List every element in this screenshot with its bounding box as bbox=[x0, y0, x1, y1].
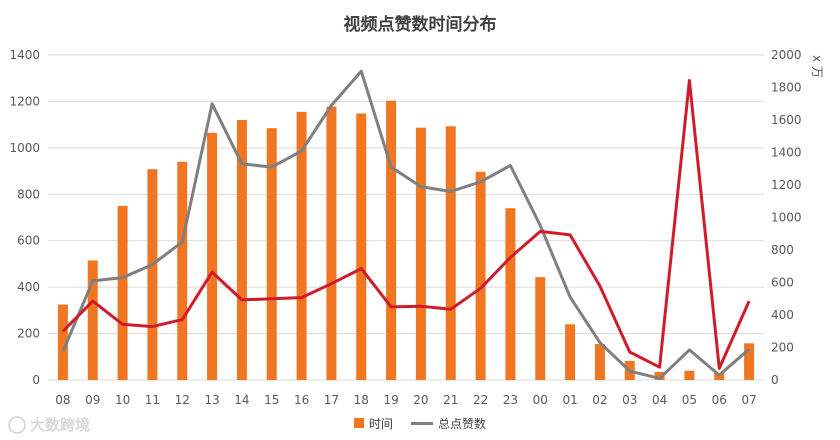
line-total-likes bbox=[61, 69, 751, 380]
bar bbox=[147, 169, 158, 380]
right-tick-label: 1000 bbox=[771, 211, 802, 225]
left-tick-label: 200 bbox=[17, 327, 40, 341]
legend-label-likes: 总点赞数 bbox=[438, 416, 487, 431]
right-tick-label: 1600 bbox=[771, 113, 802, 127]
legend-swatch-bar bbox=[354, 418, 364, 428]
bar bbox=[57, 304, 68, 380]
bar bbox=[684, 370, 695, 380]
watermark-text: 大数跨境 bbox=[30, 416, 91, 434]
right-tick-label: 1800 bbox=[771, 81, 802, 95]
x-tick-label: 18 bbox=[354, 393, 369, 407]
x-tick-label: 14 bbox=[234, 393, 249, 407]
bar bbox=[207, 132, 218, 380]
bar bbox=[236, 120, 247, 380]
x-tick-label: 09 bbox=[85, 393, 100, 407]
x-tick-label: 13 bbox=[204, 393, 219, 407]
x-tick-label: 08 bbox=[55, 393, 70, 407]
right-axis-unit: x 万 bbox=[809, 55, 824, 78]
bar bbox=[266, 128, 277, 380]
bar bbox=[415, 127, 426, 381]
x-axis-ticks: 08 09 10 11 12 13 14 15 16 17 18 19 20 21 22 23 00 01 02 03… bbox=[55, 393, 756, 407]
line-red-series bbox=[61, 79, 751, 370]
x-tick-label: 21 bbox=[443, 393, 458, 407]
bar bbox=[356, 113, 367, 380]
x-tick-label: 16 bbox=[294, 393, 309, 407]
bar bbox=[296, 111, 307, 380]
x-tick-label: 12 bbox=[175, 393, 190, 407]
bar bbox=[505, 208, 516, 380]
left-axis-ticks: 0 200 400 600 800 1000 1200 1400 bbox=[9, 48, 40, 387]
right-tick-label: 1200 bbox=[771, 178, 802, 192]
bar bbox=[654, 371, 665, 380]
x-tick-label: 06 bbox=[712, 393, 727, 407]
legend: 时间 总点赞数 bbox=[354, 414, 486, 432]
bar bbox=[326, 106, 337, 381]
x-tick-label: 11 bbox=[145, 393, 160, 407]
gridlines bbox=[48, 54, 764, 381]
x-tick-label: 17 bbox=[324, 393, 339, 407]
right-tick-label: 1400 bbox=[771, 146, 802, 160]
bar bbox=[117, 205, 128, 380]
x-tick-label: 22 bbox=[473, 393, 488, 407]
right-tick-label: 200 bbox=[771, 341, 794, 355]
legend-item-bar: 时间 bbox=[354, 415, 393, 432]
bar bbox=[535, 277, 546, 380]
legend-label-time: 时间 bbox=[369, 416, 394, 431]
x-tick-label: 20 bbox=[413, 393, 428, 407]
left-tick-label: 1000 bbox=[9, 141, 40, 155]
bar bbox=[594, 344, 605, 380]
left-tick-label: 400 bbox=[17, 280, 40, 294]
x-tick-label: 03 bbox=[622, 393, 637, 407]
left-tick-label: 0 bbox=[32, 373, 40, 387]
line-series bbox=[61, 69, 751, 380]
x-tick-label: 07 bbox=[741, 393, 756, 407]
watermark: 大数跨境 bbox=[8, 414, 90, 435]
left-tick-label: 800 bbox=[17, 187, 40, 201]
x-tick-label: 00 bbox=[533, 393, 548, 407]
bar bbox=[475, 171, 486, 380]
right-tick-label: 400 bbox=[771, 308, 794, 322]
x-tick-label: 19 bbox=[383, 393, 398, 407]
bar bbox=[177, 161, 188, 380]
x-tick-label: 02 bbox=[592, 393, 607, 407]
x-tick-label: 04 bbox=[652, 393, 667, 407]
x-tick-label: 05 bbox=[682, 393, 697, 407]
bar bbox=[744, 343, 755, 380]
legend-swatch-line bbox=[411, 421, 434, 425]
x-tick-label: 10 bbox=[115, 393, 130, 407]
x-tick-label: 23 bbox=[503, 393, 518, 407]
bar bbox=[565, 324, 576, 380]
bar-series-time bbox=[57, 100, 755, 381]
right-tick-label: 0 bbox=[771, 373, 779, 387]
left-tick-label: 600 bbox=[17, 234, 40, 248]
left-tick-label: 1200 bbox=[9, 94, 40, 108]
bar bbox=[445, 126, 456, 381]
right-tick-label: 800 bbox=[771, 243, 794, 257]
watermark-logo-icon bbox=[8, 415, 26, 434]
x-tick-label: 01 bbox=[562, 393, 577, 407]
x-tick-label: 15 bbox=[264, 393, 279, 407]
bar bbox=[87, 260, 98, 380]
left-tick-label: 1400 bbox=[9, 48, 40, 62]
right-axis-ticks: 0 200 400 600 800 1000 1200 1400 1600 1800 2000 bbox=[771, 48, 802, 387]
right-tick-label: 600 bbox=[771, 276, 794, 290]
right-tick-label: 2000 bbox=[771, 48, 802, 62]
bar bbox=[386, 100, 397, 380]
chart-title: 视频点赞数时间分布 bbox=[343, 15, 497, 35]
legend-item-line: 总点赞数 bbox=[411, 415, 486, 432]
